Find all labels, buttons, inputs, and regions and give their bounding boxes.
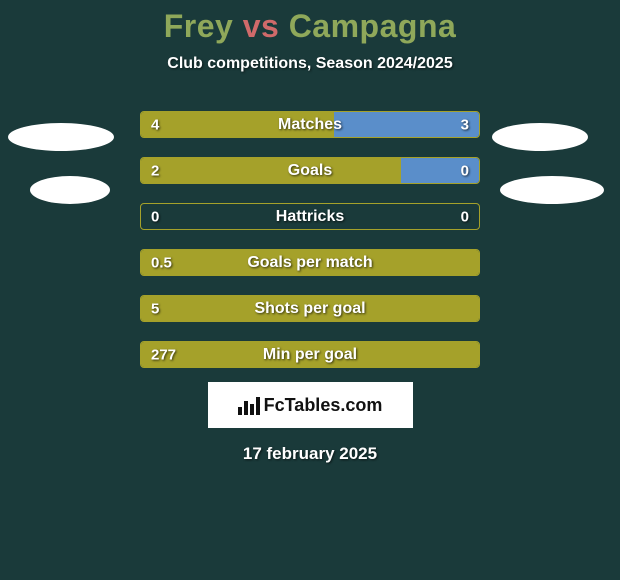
stat-value-left: 0 xyxy=(151,208,159,225)
stat-label: Goals xyxy=(288,162,332,180)
stat-label: Matches xyxy=(278,116,342,134)
page-title: Frey vs Campagna xyxy=(0,0,620,45)
bars-icon xyxy=(238,395,260,415)
stat-label: Min per goal xyxy=(263,346,357,364)
title-player2: Campagna xyxy=(289,8,457,44)
side-ellipse xyxy=(492,123,588,151)
side-ellipse xyxy=(30,176,110,204)
side-ellipse xyxy=(500,176,604,204)
stat-value-left: 4 xyxy=(151,116,159,133)
stat-row: 2 Goals 0 xyxy=(140,157,480,184)
stat-value-left: 277 xyxy=(151,346,176,363)
stat-value-right: 0 xyxy=(461,208,469,225)
stat-fill-right xyxy=(334,112,479,137)
title-player1: Frey xyxy=(164,8,234,44)
stat-row: 4 Matches 3 xyxy=(140,111,480,138)
stat-label: Shots per goal xyxy=(254,300,365,318)
stat-label: Goals per match xyxy=(247,254,372,272)
stat-value-left: 2 xyxy=(151,162,159,179)
side-ellipse xyxy=(8,123,114,151)
subtitle: Club competitions, Season 2024/2025 xyxy=(0,55,620,73)
stat-row: 0 Hattricks 0 xyxy=(140,203,480,230)
stat-value-left: 0.5 xyxy=(151,254,172,271)
date-text: 17 february 2025 xyxy=(0,444,620,464)
stat-row: 5 Shots per goal xyxy=(140,295,480,322)
stat-value-left: 5 xyxy=(151,300,159,317)
stat-row: 277 Min per goal xyxy=(140,341,480,368)
branding-text: FcTables.com xyxy=(264,395,383,416)
stat-value-right: 0 xyxy=(461,162,469,179)
branding-badge: FcTables.com xyxy=(208,382,413,428)
stat-value-right: 3 xyxy=(461,116,469,133)
stat-fill-left xyxy=(141,158,401,183)
title-vs: vs xyxy=(233,8,288,44)
stat-label: Hattricks xyxy=(276,208,344,226)
stat-row: 0.5 Goals per match xyxy=(140,249,480,276)
